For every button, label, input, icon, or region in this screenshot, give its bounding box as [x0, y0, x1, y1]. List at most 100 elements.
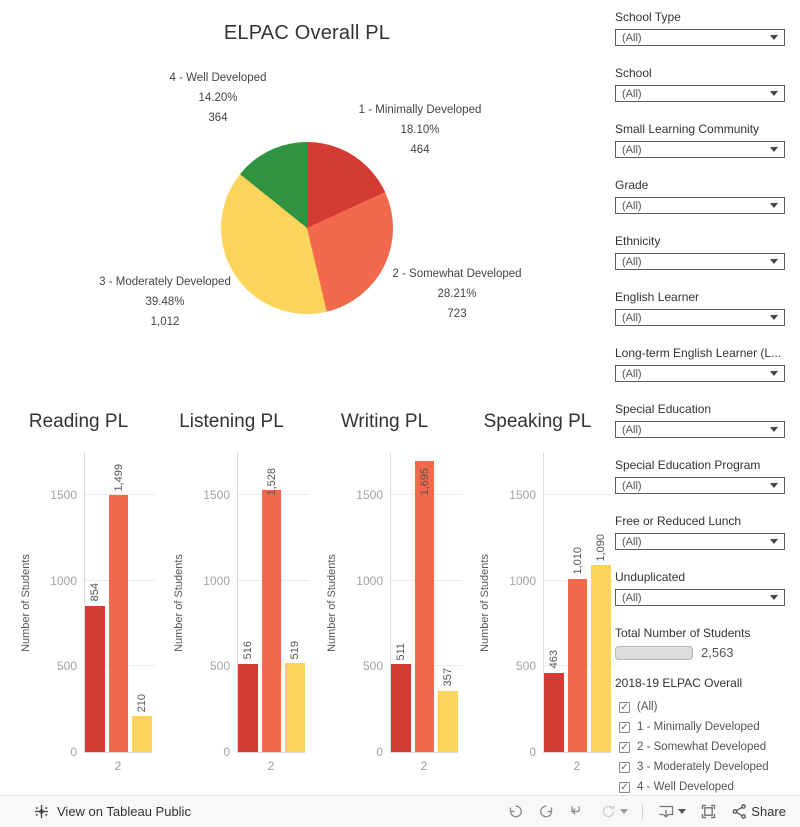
filter-dropdown[interactable]: (All) — [615, 197, 785, 214]
fullscreen-button[interactable] — [700, 803, 717, 820]
dropdown-value: (All) — [622, 423, 642, 436]
chevron-down-icon — [770, 259, 778, 264]
bar-level-1[interactable] — [544, 672, 564, 752]
bar-value-label: 1,528 — [265, 468, 278, 496]
filters-list: School Type (All) School (All) Small Learnin… — [615, 10, 800, 626]
dropdown-value: (All) — [622, 199, 642, 212]
checkbox-option-all[interactable]: ✓ (All) — [615, 697, 800, 717]
filter-dropdown[interactable]: (All) — [615, 253, 785, 270]
bars-group: 854 1,499 210 — [85, 453, 153, 752]
bar-slot: 463 — [544, 453, 564, 752]
filter-label: English Learner — [615, 290, 700, 304]
dropdown-value: (All) — [622, 479, 642, 492]
bar-value-label: 1,499 — [112, 463, 125, 492]
bar-level-2[interactable] — [567, 578, 588, 752]
chart-body: Number of Students 0 500 1000 1500 511 1,695 35… — [308, 439, 462, 787]
total-students-block: Total Number of Students 2,563 — [615, 626, 800, 676]
bar-chart-listening-pl: Listening PL Number of Students 0 500 1000 15… — [155, 405, 309, 793]
x-category-label: 2 — [420, 759, 428, 773]
bar-slot: 357 — [438, 453, 459, 752]
refresh-icon — [603, 805, 615, 818]
bar-level-3[interactable] — [132, 716, 153, 752]
pie-slice-label: 3 - Moderately Developed 39.48% 1,012 — [70, 272, 260, 332]
y-tick-label: 0 — [529, 745, 536, 759]
bar-level-3[interactable] — [285, 663, 306, 752]
checkbox-option-4-well-developed[interactable]: ✓ 4 - Well Developed — [615, 777, 800, 795]
bar-slot: 1,090 — [591, 453, 612, 752]
bar-slot: 1,010 — [567, 453, 588, 752]
bar-level-2[interactable] — [261, 490, 282, 752]
share-icon — [732, 804, 747, 819]
chevron-down-icon — [770, 203, 778, 208]
filter-dropdown[interactable]: (All) — [615, 533, 785, 550]
filter-label: School — [615, 66, 652, 80]
slice-value: 364 — [208, 112, 228, 124]
bar-level-1[interactable] — [391, 664, 411, 752]
bar-slot: 516 — [238, 453, 258, 752]
bar-value-label: 357 — [442, 668, 455, 687]
slice-pct: 39.48% — [145, 296, 185, 308]
pie-chart[interactable] — [221, 142, 393, 314]
filter-label: Special Education — [615, 402, 712, 416]
bar-level-3[interactable] — [438, 690, 459, 752]
y-tick-label: 500 — [362, 659, 383, 674]
filter-dropdown[interactable]: (All) — [615, 477, 785, 494]
filter-dropdown[interactable]: (All) — [615, 309, 785, 326]
filter-dropdown[interactable]: (All) — [615, 85, 785, 102]
filter-label: Special Education Program — [615, 458, 761, 472]
elpac-overall-filter: 2018-19 ELPAC Overall ✓ (All) ✓ 1 - Minimal… — [615, 676, 800, 795]
view-on-tableau-link[interactable]: View on Tableau Public — [34, 804, 191, 819]
y-tick-label: 500 — [515, 659, 536, 674]
checkbox-option-1-minimally-developed[interactable]: ✓ 1 - Minimally Developed — [615, 717, 800, 737]
filter-grade: Grade (All) — [615, 178, 800, 234]
x-category-label: 2 — [114, 759, 122, 773]
checkbox-option-2-somewhat-developed[interactable]: ✓ 2 - Somewhat Developed — [615, 737, 800, 757]
y-tick-label: 0 — [70, 745, 77, 759]
pie-slice-label: 4 - Well Developed 14.20% 364 — [123, 68, 313, 128]
filter-dropdown[interactable]: (All) — [615, 589, 785, 606]
revert-button[interactable] — [569, 803, 586, 820]
checkbox-option-3-moderately-developed[interactable]: ✓ 3 - Moderately Developed — [615, 757, 800, 777]
dropdown-value: (All) — [622, 87, 642, 100]
bar-slot: 1,528 — [261, 453, 282, 752]
y-axis-title: Number of Students — [326, 554, 338, 652]
bar-chart-writing-pl: Writing PL Number of Students 0 500 1000 1500… — [308, 405, 462, 793]
chevron-down-icon — [770, 147, 778, 152]
redo-button[interactable] — [538, 803, 555, 820]
dropdown-value: (All) — [622, 535, 642, 548]
view-on-tableau-label: View on Tableau Public — [57, 804, 191, 819]
share-button[interactable]: Share — [731, 803, 786, 820]
bar-slot: 210 — [132, 453, 153, 752]
y-tick-label: 1500 — [203, 487, 230, 502]
bar-slot: 511 — [391, 453, 411, 752]
filter-dropdown[interactable]: (All) — [615, 421, 785, 438]
bar-chart-reading-pl: Reading PL Number of Students 0 500 1000 1500… — [2, 405, 156, 793]
filter-dropdown[interactable]: (All) — [615, 365, 785, 382]
pie-slice-label: 2 - Somewhat Developed 28.21% 723 — [362, 264, 552, 324]
y-tick-label: 1000 — [50, 573, 77, 588]
bar-value-label: 210 — [136, 693, 149, 712]
total-students-value: 2,563 — [701, 645, 734, 660]
bar-level-3[interactable] — [591, 565, 612, 752]
bar-level-2[interactable] — [108, 495, 129, 752]
plot-area: 0 500 1000 1500 463 1,010 1,090 — [509, 453, 615, 759]
dropdown-value: (All) — [622, 143, 642, 156]
total-students-slider[interactable] — [615, 645, 693, 660]
chart-title: Reading PL — [28, 411, 129, 432]
filter-dropdown[interactable]: (All) — [615, 141, 785, 158]
plot-area: 0 500 1000 1500 511 1,695 357 — [356, 453, 462, 759]
checkbox-icon: ✓ — [619, 741, 630, 753]
download-button[interactable] — [657, 803, 687, 820]
bar-level-1[interactable] — [238, 663, 258, 752]
dropdown-value: (All) — [622, 367, 642, 380]
bar-level-2[interactable] — [414, 461, 435, 752]
filter-dropdown[interactable]: (All) — [615, 29, 785, 46]
checkbox-icon: ✓ — [619, 701, 630, 713]
filter-long-term-english-learner-l: Long-term English Learner (L... (All) — [615, 346, 800, 402]
y-tick-label: 0 — [376, 745, 383, 759]
bar-level-1[interactable] — [85, 605, 105, 752]
refresh-button[interactable] — [600, 803, 629, 820]
filter-small-learning-community: Small Learning Community (All) — [615, 122, 800, 178]
undo-button[interactable] — [507, 803, 524, 820]
x-category-label: 2 — [267, 759, 275, 773]
